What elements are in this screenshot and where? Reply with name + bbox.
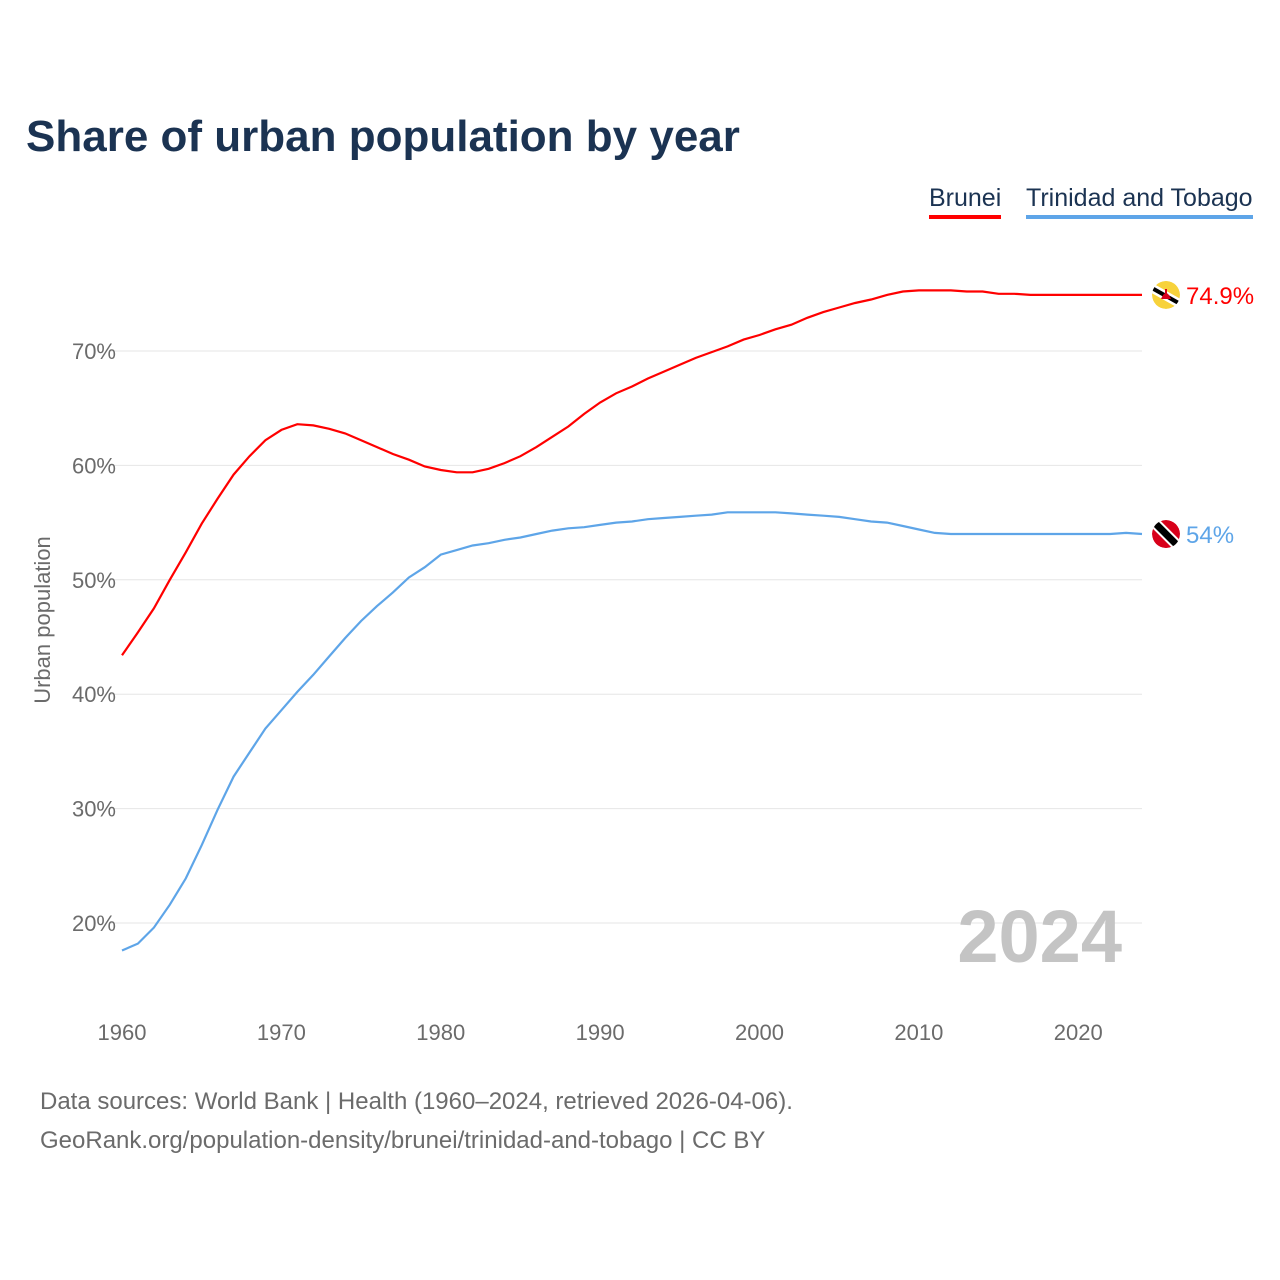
- x-tick-label: 2000: [735, 1020, 784, 1045]
- brunei-flag-icon: [1152, 280, 1180, 309]
- y-tick-label: 50%: [72, 568, 116, 593]
- x-tick-label: 2010: [894, 1020, 943, 1045]
- y-tick-label: 60%: [72, 453, 116, 478]
- source-note: Data sources: World Bank | Health (1960–…: [40, 1088, 793, 1115]
- y-tick-label: 20%: [72, 911, 116, 936]
- end-value-label: 54%: [1186, 522, 1234, 549]
- x-tick-label: 1980: [416, 1020, 465, 1045]
- source-url[interactable]: GeoRank.org/population-density/brunei/tr…: [40, 1127, 766, 1154]
- trinidad-and-tobago-flag-icon: [1152, 520, 1180, 549]
- year-watermark: 2024: [957, 895, 1122, 978]
- x-tick-label: 2020: [1054, 1020, 1103, 1045]
- series-line-brunei: [121, 289, 1142, 656]
- y-axis-label: Urban population: [30, 536, 55, 704]
- series-line-trinidad-and-tobago: [121, 511, 1143, 952]
- x-tick-label: 1960: [98, 1020, 147, 1045]
- end-value-label: 74.9%: [1186, 283, 1254, 310]
- x-tick-label: 1990: [576, 1020, 625, 1045]
- y-tick-label: 40%: [72, 682, 116, 707]
- legend-item-brunei[interactable]: Brunei: [929, 184, 1002, 219]
- x-tick-label: 1970: [257, 1020, 306, 1045]
- y-tick-label: 70%: [72, 339, 116, 364]
- legend-item-trinidad-and-tobago[interactable]: Trinidad and Tobago: [1026, 184, 1253, 219]
- chart-title: Share of urban population by year: [26, 112, 740, 161]
- y-tick-label: 30%: [72, 797, 116, 822]
